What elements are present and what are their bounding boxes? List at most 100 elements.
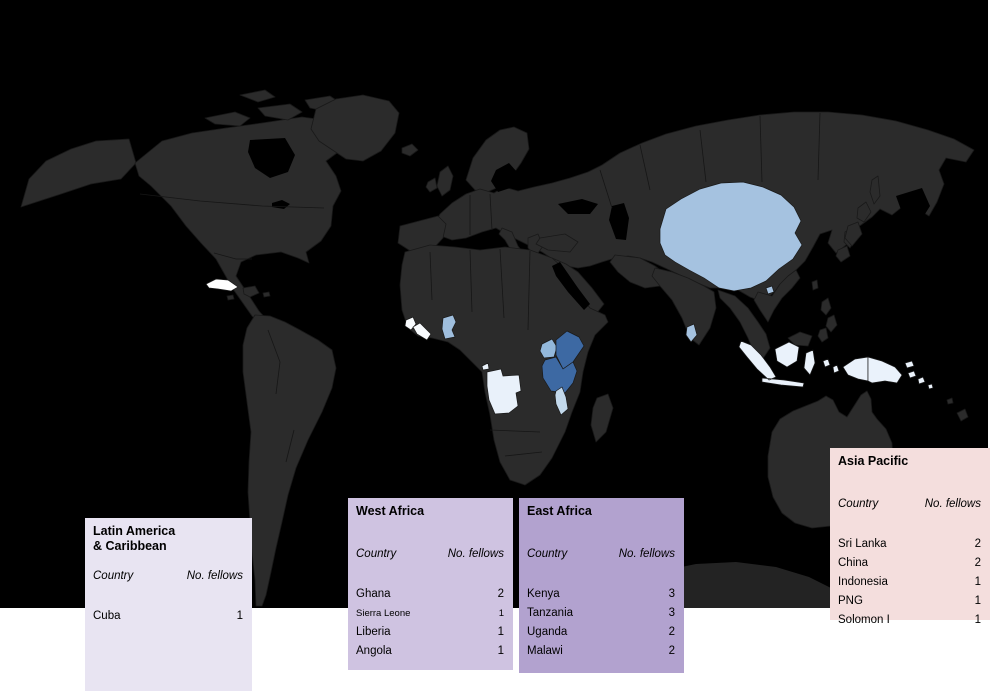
landmass-puerto-rico (262, 291, 271, 298)
country-tanzania (541, 356, 578, 394)
country-sri-lanka (685, 323, 698, 343)
fellows-count: 1 (498, 608, 504, 619)
fellows-count: 3 (668, 607, 675, 619)
table-row: Solomon I 1 (830, 611, 990, 630)
header-country: Country (93, 570, 134, 582)
landmass-sakhalin (869, 175, 881, 205)
landmass-taiwan (811, 279, 819, 291)
landmass-british-isles (425, 165, 454, 197)
table-row: Cuba 1 (85, 607, 252, 626)
landmass-vanuatu (946, 397, 954, 405)
landmass-alaska (20, 138, 137, 208)
landmass-indochina (753, 269, 801, 323)
header-fellows: No. fellows (618, 548, 675, 560)
table-row: Indonesia 1 (830, 573, 990, 592)
red-sea (552, 262, 590, 310)
caspian-sea (609, 203, 629, 240)
border-us-canada (139, 193, 325, 209)
landmass-iceland (401, 143, 419, 157)
fellows-count: 2 (974, 557, 981, 569)
table-row: Ghana 2 (348, 585, 513, 604)
landmass-south-america (242, 314, 337, 607)
country-name: Ghana (356, 588, 391, 600)
landmass-hispaniola (242, 285, 260, 298)
fellows-count: 2 (974, 538, 981, 550)
panel-title: East Africa (519, 498, 684, 519)
fellows-count: 2 (668, 626, 675, 638)
country-name: Solomon I (838, 614, 890, 626)
borders-southern-africa (489, 429, 543, 457)
borders-north-africa (429, 248, 531, 331)
landmass-india (651, 267, 717, 346)
country-solomon-islands (907, 370, 934, 390)
fellows-count: 1 (236, 610, 243, 622)
landmass-malaysia (787, 331, 813, 347)
table-rows: Kenya 3 Tanzania 3 Uganda 2 Malawi 2 (519, 585, 684, 661)
fellows-count: 1 (497, 626, 504, 638)
landmass-jamaica (226, 294, 235, 301)
country-china (659, 181, 803, 295)
header-country: Country (527, 548, 568, 560)
panel-latin-america-caribbean: Latin America & Caribbean Country No. fe… (85, 518, 252, 691)
landmass-japan (835, 201, 872, 263)
country-name: Cuba (93, 610, 121, 622)
panel-title: West Africa (348, 498, 513, 519)
table-row: Tanzania 3 (519, 604, 684, 623)
table-header: Country No. fellows (85, 567, 252, 586)
landmass-philippines (817, 297, 838, 343)
country-name: Uganda (527, 626, 568, 638)
table-row: Sri Lanka 2 (830, 535, 990, 554)
country-name: Sri Lanka (838, 538, 887, 550)
landmass-iran (609, 254, 669, 289)
borders-asia (599, 112, 821, 209)
panel-west-africa: West Africa Country No. fellows Ghana 2 … (348, 498, 513, 670)
baltic-sea (491, 163, 517, 192)
panel-title-line: East Africa (527, 504, 592, 518)
black-sea (558, 199, 598, 214)
table-rows: Cuba 1 (85, 607, 252, 626)
border-us-mexico (213, 252, 252, 260)
sea-of-okhotsk (896, 188, 930, 222)
country-uganda (539, 338, 558, 359)
country-malawi (554, 386, 569, 416)
table-row: Sierra Leone 1 (348, 604, 513, 623)
landmass-madagascar (590, 393, 614, 443)
table-row: PNG 1 (830, 592, 990, 611)
country-name: Indonesia (838, 576, 888, 588)
table-row: China 2 (830, 554, 990, 573)
landmass-africa (399, 244, 609, 486)
fellows-count: 2 (497, 588, 504, 600)
persian-gulf (606, 278, 622, 290)
panel-east-africa: East Africa Country No. fellows Kenya 3 … (519, 498, 684, 673)
panel-title-line: Asia Pacific (838, 454, 909, 468)
country-name: Liberia (356, 626, 391, 638)
fellows-count: 1 (974, 595, 981, 607)
fellows-count: 3 (668, 588, 675, 600)
table-rows: Ghana 2 Sierra Leone 1 Liberia 1 Angola … (348, 585, 513, 661)
panel-asia-pacific: Asia Pacific Country No. fellows Sri Lan… (830, 448, 990, 626)
country-kenya (555, 330, 585, 370)
fellows-count: 1 (497, 645, 504, 657)
landmass-anatolia (535, 233, 579, 253)
landmass-greenland (310, 94, 400, 162)
header-fellows: No. fellows (447, 548, 504, 560)
country-name: Sierra Leone (356, 608, 411, 619)
borders-south-america (267, 329, 295, 463)
panel-title: Asia Pacific (830, 448, 990, 469)
fellows-count: 2 (668, 645, 675, 657)
fellows-count: 1 (974, 576, 981, 588)
table-row: Liberia 1 (348, 623, 513, 642)
country-name: Malawi (527, 645, 563, 657)
header-fellows: No. fellows (924, 498, 981, 510)
table-header: Country No. fellows (830, 495, 990, 514)
country-name: China (838, 557, 869, 569)
panel-title-line: Latin America (93, 524, 176, 538)
header-country: Country (356, 548, 397, 560)
header-fellows: No. fellows (186, 570, 243, 582)
country-papua-new-guinea (867, 356, 915, 384)
country-ghana (441, 314, 457, 340)
panel-title: Latin America & Caribbean (85, 518, 252, 554)
landmass-arctic-islands (204, 89, 343, 127)
table-rows: Sri Lanka 2 China 2 Indonesia 1 PNG 1 So… (830, 535, 990, 630)
country-name: PNG (838, 595, 863, 607)
